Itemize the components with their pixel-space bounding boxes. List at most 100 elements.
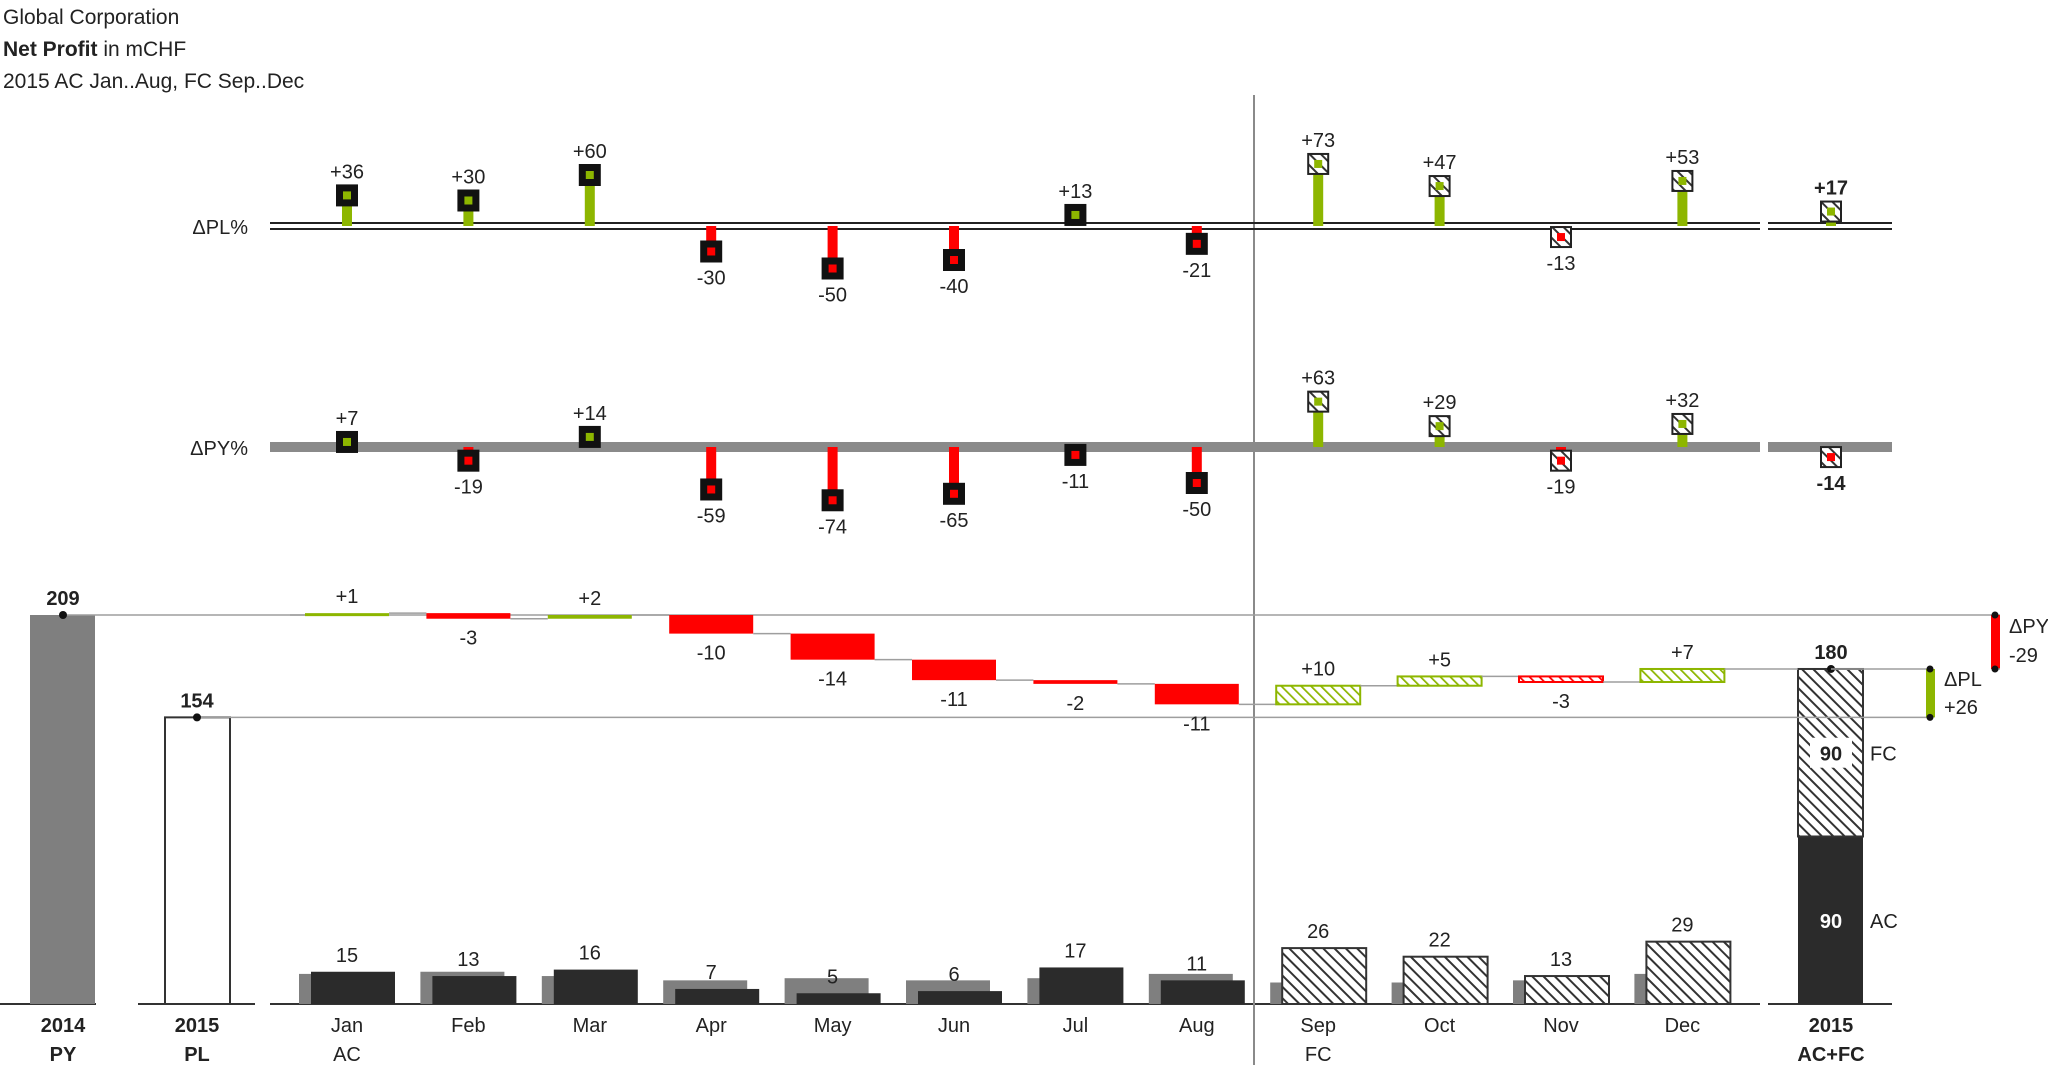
delta-py-label: ΔPY% — [190, 438, 248, 460]
waterfall-bar-may — [790, 633, 875, 660]
variance-py-dot-bottom — [1991, 665, 1999, 673]
delta-pl-apr-head-dot — [707, 247, 716, 256]
month-label-sep: Sep — [1300, 1015, 1336, 1037]
month-label-mar: Mar — [573, 1015, 608, 1037]
delta-pl-mar-pin — [584, 175, 595, 226]
delta-py-jun-value-label: -65 — [940, 510, 969, 532]
month-label-jul: Jul — [1063, 1015, 1089, 1037]
delta-pl-jun-head-dot — [950, 256, 958, 264]
delta-pl-feb-value-label: +30 — [451, 167, 485, 189]
delta-py-may-head-dot — [828, 496, 837, 505]
waterfall-bar-sep — [1275, 684, 1362, 706]
delta-pl-sep-head-dot — [1314, 159, 1323, 168]
waterfall-bar-nov — [1518, 675, 1604, 684]
total-result-value: 180 — [1814, 642, 1847, 664]
bar-value-jun: 6 — [948, 964, 959, 986]
delta-py-may-value-label: -74 — [818, 516, 847, 538]
variance-pl-dot-top — [1926, 665, 1934, 673]
bar-sep — [1281, 947, 1368, 1005]
waterfall-label-mar: +2 — [578, 588, 601, 610]
bar-value-mar: 16 — [579, 943, 601, 965]
bar-jul — [1039, 967, 1124, 1004]
delta-pl-nov-value-label: -13 — [1547, 253, 1576, 275]
delta-pl-total-value-label: +17 — [1814, 178, 1848, 200]
bar-value-may: 5 — [827, 966, 838, 988]
delta-py-oct-head-dot — [1435, 422, 1444, 431]
bar-value-oct: 22 — [1428, 930, 1450, 952]
bar-dec — [1645, 940, 1732, 1006]
delta-pl-jan-value-label: +36 — [330, 161, 364, 183]
waterfall-label-aug: -11 — [1183, 713, 1210, 735]
delta-py-apr-value-label: -59 — [697, 505, 726, 527]
delta-py-mar-head-dot — [585, 432, 594, 441]
delta-pl-aug-head-dot — [1192, 239, 1201, 248]
delta-py-total-head-dot — [1827, 453, 1835, 462]
delta-pl-dec-value-label: +53 — [1665, 147, 1699, 169]
total-fc-value-bg — [1810, 737, 1852, 768]
period-label-fc: FC — [1305, 1044, 1332, 1066]
delta-py-apr-pin — [706, 447, 717, 490]
delta-pl-label: ΔPL% — [192, 217, 248, 239]
delta-pl-aug-value-label: -21 — [1182, 260, 1211, 282]
month-label-aug: Aug — [1179, 1015, 1215, 1037]
month-label-nov: Nov — [1543, 1015, 1579, 1037]
pl-reference-dot — [193, 713, 201, 722]
delta-py-may-pin — [827, 447, 838, 501]
delta-py-total-value-label: -14 — [1817, 473, 1847, 495]
month-label-feb: Feb — [451, 1015, 485, 1037]
bar-value-feb: 13 — [457, 949, 479, 971]
bar-may — [796, 993, 881, 1004]
delta-pl-jan-pin — [342, 195, 352, 226]
delta-pl-may-head-dot — [828, 264, 837, 273]
period-label-ac: AC — [333, 1044, 361, 1066]
total-py-bar — [30, 615, 95, 1004]
variance-py-label: ΔPY — [2009, 616, 2048, 638]
delta-py-nov-value-label: -19 — [1547, 477, 1576, 499]
delta-pl-feb-pin — [463, 200, 474, 226]
total-pl-value: 154 — [180, 690, 214, 712]
delta-pl-jun-pin — [949, 226, 959, 260]
delta-pl-oct-pin — [1434, 186, 1445, 226]
month-label-may: May — [814, 1015, 852, 1037]
delta-py-mar-value-label: +14 — [573, 403, 607, 425]
delta-py-aug-value-label: -50 — [1182, 499, 1211, 521]
variance-pl-label: ΔPL — [1944, 669, 1982, 691]
total-pl-bar — [164, 716, 231, 1005]
delta-pl-jan-head-dot — [343, 191, 351, 200]
delta-pl-apr-pin — [706, 226, 717, 252]
waterfall-label-jul: -2 — [1067, 693, 1085, 715]
waterfall-bar-apr — [669, 615, 754, 634]
delta-py-feb-head-dot — [464, 456, 473, 465]
chart-header: Global Corporation Net Profit in mCHF 20… — [3, 2, 304, 98]
delta-pl-jun-value-label: -40 — [940, 276, 969, 298]
total-fc-value: 90 — [1820, 744, 1842, 766]
total-py-value: 209 — [46, 588, 79, 610]
variance-py-value: -29 — [2009, 645, 2038, 667]
bar-oct — [1402, 955, 1489, 1006]
waterfall-label-may: -14 — [818, 669, 847, 691]
delta-pl-sep-value-label: +73 — [1301, 130, 1335, 152]
bar-value-nov: 13 — [1550, 949, 1572, 971]
bar-value-sep: 26 — [1307, 921, 1329, 943]
delta-py-sep-head-dot — [1314, 397, 1323, 406]
measure-name: Net Profit — [3, 38, 98, 61]
delta-pl-oct-head-dot — [1435, 182, 1444, 191]
delta-py-jan-head-dot — [343, 437, 351, 446]
waterfall-bar-jun — [912, 659, 996, 681]
delta-pl-feb-head-dot — [464, 196, 473, 205]
waterfall-label-oct: +5 — [1428, 649, 1451, 671]
bar-value-jul: 17 — [1064, 940, 1086, 962]
bar-aug — [1160, 980, 1245, 1004]
bar-mar — [553, 969, 638, 1004]
total-ac-label: AC — [1870, 911, 1898, 933]
py-reference-dot — [59, 611, 67, 619]
waterfall-bar-feb — [426, 613, 511, 619]
period-subtitle: 2015 AC Jan..Aug, FC Sep..Dec — [3, 70, 305, 93]
delta-py-oct-value-label: +29 — [1423, 392, 1457, 414]
delta-py-apr-head-dot — [707, 485, 716, 494]
delta-py-jul-value-label: -11 — [1062, 471, 1089, 493]
delta-pl-may-value-label: -50 — [818, 285, 847, 307]
bar-value-apr: 7 — [706, 962, 717, 984]
delta-py-jun-pin — [949, 447, 959, 494]
total-py-label-top: 2014 — [41, 1015, 86, 1037]
